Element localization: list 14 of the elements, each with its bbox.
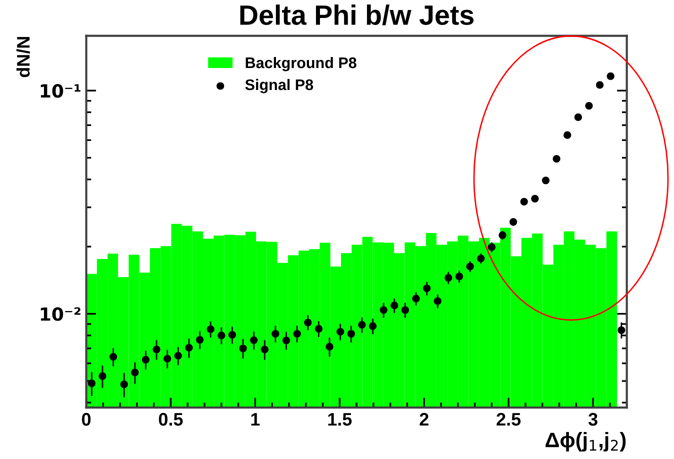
x-axis-title: Δϕ(j$_{1}$,j$_{2}$) bbox=[546, 432, 626, 452]
x-tick-label: 1 bbox=[251, 413, 260, 426]
x-tick-label: 2 bbox=[420, 412, 428, 426]
x-tick-label: 2.5 bbox=[496, 412, 521, 426]
x-tick-label: 1.5 bbox=[328, 413, 352, 426]
y-tick-label: 10⁻¹ bbox=[40, 84, 80, 98]
legend-label: Signal P8 bbox=[245, 78, 314, 94]
y-axis-title: dN/N bbox=[16, 37, 30, 78]
x-tick-label: 3 bbox=[588, 412, 598, 426]
y-tick-label: 10⁻² bbox=[40, 307, 80, 321]
x-tick-label: 0 bbox=[82, 412, 91, 426]
legend-label: Background P8 bbox=[246, 56, 356, 72]
chart-title: Delta Phi b/w Jets bbox=[240, 4, 474, 26]
x-tick-label: 0.5 bbox=[158, 412, 183, 426]
